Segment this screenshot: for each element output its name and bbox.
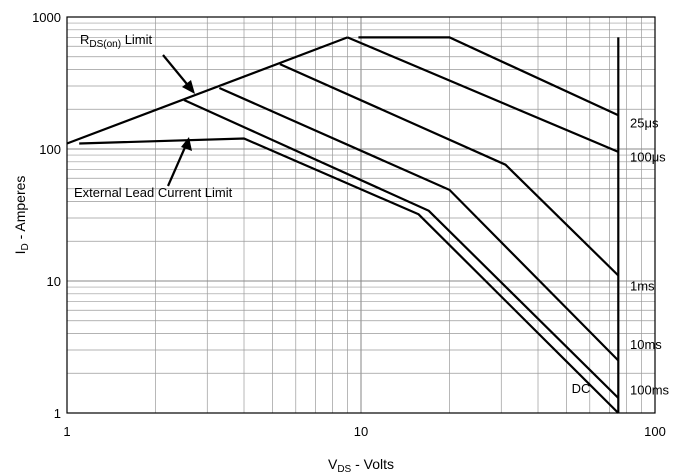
plot-frame [66, 16, 656, 414]
series-label: 25μs [630, 115, 659, 130]
curves [66, 36, 620, 414]
series-labels: 25μs 100μs 1ms 10ms 100ms DC [572, 115, 670, 397]
series-label: DC [572, 381, 591, 396]
series-1ms-line [279, 63, 620, 277]
series-label: 100ms [630, 383, 670, 398]
y-tick-label: 100 [39, 142, 61, 157]
x-axis-label: VDS - Volts [328, 456, 394, 475]
series-label: 100μs [630, 149, 666, 164]
x-tick-label: 1 [63, 424, 70, 439]
rds-on-arrowhead [182, 80, 195, 94]
rds-on-limit-label: RDS(on) Limit [80, 32, 153, 50]
x-tick-label: 100 [644, 424, 666, 439]
series-100s-line [347, 36, 619, 153]
lead-limit-arrowhead [181, 137, 192, 151]
y-tick-label: 1 [54, 406, 61, 421]
series-100ms-line [183, 98, 620, 399]
series-dc-line [79, 137, 620, 414]
y-tick-label: 10 [47, 274, 61, 289]
series-label: 10ms [630, 337, 662, 352]
series-25s-line [358, 36, 619, 117]
tick-labels: 1 10 100 1 10 100 1000 [32, 10, 666, 439]
x-tick-label: 10 [354, 424, 368, 439]
y-tick-label: 1000 [32, 10, 61, 25]
rds-on-arrow [162, 54, 192, 90]
y-axis-label: ID - Amperes [12, 176, 31, 255]
grid [67, 17, 655, 413]
lead-current-limit-label: External Lead Current Limit [74, 185, 233, 200]
lead-limit-arrow [166, 144, 188, 187]
series-label: 1ms [630, 278, 655, 293]
series-10ms-line [218, 86, 620, 362]
rds-on-limit-line [66, 36, 348, 145]
